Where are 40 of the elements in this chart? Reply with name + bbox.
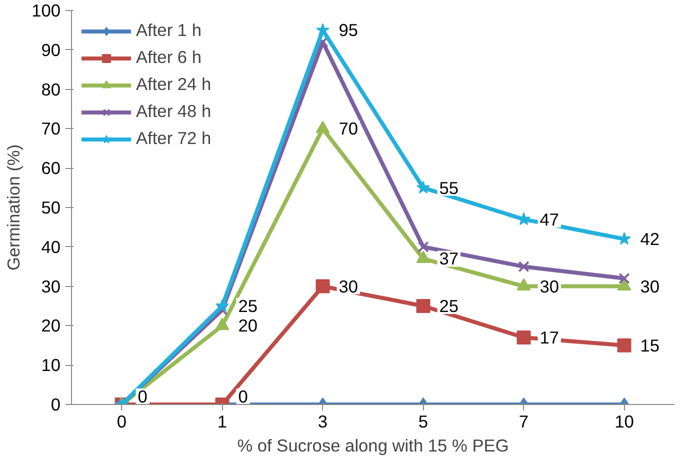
legend-label: After 24 h bbox=[136, 74, 212, 95]
x-tick-label: 3 bbox=[318, 412, 328, 432]
legend-label: After 72 h bbox=[136, 128, 212, 149]
y-tick-label: 30 bbox=[41, 276, 61, 296]
x-tick-label: 0 bbox=[116, 412, 127, 432]
y-axis-title: Germination (%) bbox=[4, 144, 24, 271]
data-label: 30 bbox=[640, 276, 660, 296]
y-tick-label: 60 bbox=[41, 158, 61, 178]
legend-label: After 48 h bbox=[136, 101, 212, 122]
x-tick-label: 5 bbox=[418, 412, 428, 432]
x-tick-label: 7 bbox=[518, 412, 529, 432]
x-axis-title: % of Sucrose along with 15 % PEG bbox=[237, 436, 509, 456]
y-tick-label: 80 bbox=[41, 79, 61, 100]
data-label: 15 bbox=[640, 335, 660, 356]
data-label: 37 bbox=[439, 248, 459, 269]
y-tick-label: 0 bbox=[50, 394, 61, 414]
data-label: 0 bbox=[238, 386, 248, 406]
data-label: 17 bbox=[540, 328, 560, 348]
data-label: 30 bbox=[338, 276, 358, 296]
data-label: 0 bbox=[138, 386, 148, 406]
y-tick-label: 40 bbox=[41, 236, 61, 257]
data-label: 25 bbox=[238, 296, 258, 316]
x-tick-label: 10 bbox=[614, 412, 634, 432]
y-tick-label: 70 bbox=[41, 118, 61, 139]
data-label: 55 bbox=[439, 178, 459, 198]
data-label: 25 bbox=[439, 296, 459, 316]
x-tick-label: 1 bbox=[217, 412, 228, 432]
data-label: 42 bbox=[640, 229, 660, 250]
legend-label: After 6 h bbox=[136, 47, 202, 68]
y-tick-label: 20 bbox=[41, 316, 61, 336]
y-tick-label: 10 bbox=[41, 355, 61, 376]
data-label: 20 bbox=[238, 316, 258, 336]
legend-label: After 1 h bbox=[136, 20, 202, 41]
data-label: 47 bbox=[540, 209, 560, 230]
data-label: 70 bbox=[338, 118, 358, 139]
data-label: 30 bbox=[540, 276, 560, 296]
y-tick-label: 50 bbox=[41, 198, 61, 218]
data-label: 95 bbox=[338, 20, 358, 40]
y-tick-label: 100 bbox=[32, 0, 61, 20]
y-tick-label: 90 bbox=[41, 40, 61, 60]
